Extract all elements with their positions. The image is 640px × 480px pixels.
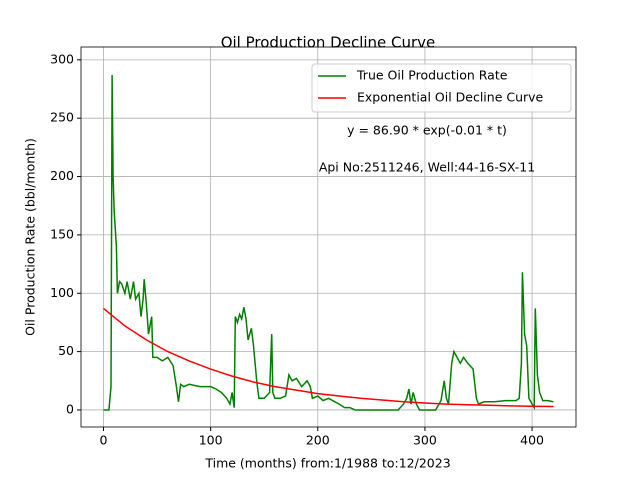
legend-box <box>311 63 572 113</box>
series-line <box>103 74 554 411</box>
plot-frame <box>80 46 577 428</box>
x-tick-label: 400 <box>520 433 544 448</box>
y-axis-label: Oil Production Rate (bbl/month) <box>23 138 38 336</box>
y-tick-label: 150 <box>50 226 74 241</box>
annotation: y = 86.90 * exp(-0.01 * t) <box>347 123 507 138</box>
x-tick-label: 200 <box>306 433 330 448</box>
annotation: Api No:2511246, Well:44-16-SX-11 <box>319 160 535 175</box>
y-tick-label: 250 <box>50 110 74 125</box>
y-tick-label: 50 <box>58 343 74 358</box>
chart-title: Oil Production Decline Curve <box>221 34 436 52</box>
x-axis-label: Time (months) from:1/1988 to:12/2023 <box>204 456 450 471</box>
x-tick-label: 300 <box>413 433 437 448</box>
y-tick-label: 300 <box>50 51 74 66</box>
legend-label: True Oil Production Rate <box>356 68 508 83</box>
y-tick-label: 200 <box>50 168 74 183</box>
series-line <box>103 307 554 408</box>
legend-label: Exponential Oil Decline Curve <box>357 90 544 105</box>
x-tick-label: 0 <box>100 433 108 448</box>
y-tick-label: 100 <box>50 285 74 300</box>
x-tick-label: 100 <box>199 433 223 448</box>
y-tick-label: 0 <box>66 401 74 416</box>
